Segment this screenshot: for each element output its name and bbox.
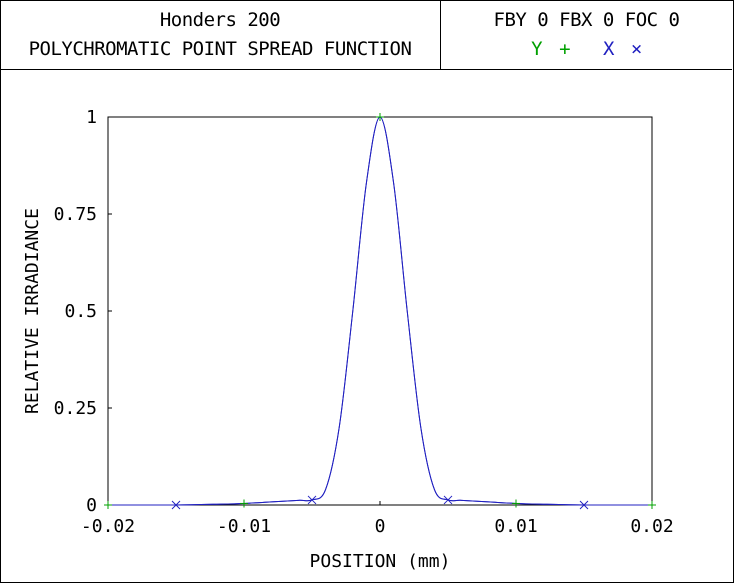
series-line-x bbox=[108, 116, 652, 506]
x-axis-label: POSITION (mm) bbox=[310, 551, 451, 572]
x-cross-marker bbox=[443, 495, 453, 505]
series-line-y bbox=[108, 116, 652, 506]
marker-stroke bbox=[579, 500, 589, 510]
plot-area-border bbox=[107, 116, 653, 506]
legend-y-marker: + bbox=[559, 38, 571, 60]
lens-title: Honders 200 bbox=[159, 9, 281, 31]
chart-title: POLYCHROMATIC POINT SPREAD FUNCTION bbox=[28, 38, 412, 60]
marker-stroke bbox=[171, 500, 181, 510]
x-tick-label: 0.02 bbox=[630, 516, 673, 537]
title-box: Honders 200 POLYCHROMATIC POINT SPREAD F… bbox=[0, 0, 441, 69]
legend-x-label: X bbox=[602, 38, 614, 60]
x-tick-label: -0.02 bbox=[81, 516, 135, 537]
y-plus-marker bbox=[512, 499, 520, 508]
marker-stroke bbox=[307, 495, 317, 505]
x-cross-marker bbox=[579, 500, 589, 510]
y-tick-label: 0.75 bbox=[54, 204, 97, 225]
y-plus-marker bbox=[648, 501, 656, 509]
x-tick-label: 0 bbox=[375, 516, 386, 537]
y-tick-label: 0.5 bbox=[64, 301, 97, 322]
chart-header: Honders 200 POLYCHROMATIC POINT SPREAD F… bbox=[0, 0, 732, 70]
y-tick-label: 1 bbox=[86, 107, 97, 128]
legend-x-marker: × bbox=[630, 38, 642, 60]
x-tick-label: -0.01 bbox=[217, 516, 271, 537]
x-cross-marker bbox=[307, 495, 317, 505]
field-params: FBY 0 FBX 0 FOC 0 bbox=[493, 9, 680, 31]
y-axis-label: RELATIVE IRRADIANCE bbox=[22, 208, 43, 414]
y-plus-marker bbox=[240, 499, 248, 508]
legend: Y + X × bbox=[441, 38, 732, 60]
x-tick-label: 0.01 bbox=[494, 516, 537, 537]
legend-y-label: Y bbox=[531, 38, 543, 60]
marker-stroke bbox=[443, 495, 453, 505]
y-plus-marker bbox=[104, 501, 112, 509]
y-tick-label: 0.25 bbox=[54, 398, 97, 419]
y-tick-label: 0 bbox=[86, 495, 97, 516]
y-plus-marker bbox=[376, 113, 384, 121]
params-box: FBY 0 FBX 0 FOC 0 Y + X × bbox=[441, 0, 732, 69]
x-cross-marker bbox=[171, 500, 181, 510]
